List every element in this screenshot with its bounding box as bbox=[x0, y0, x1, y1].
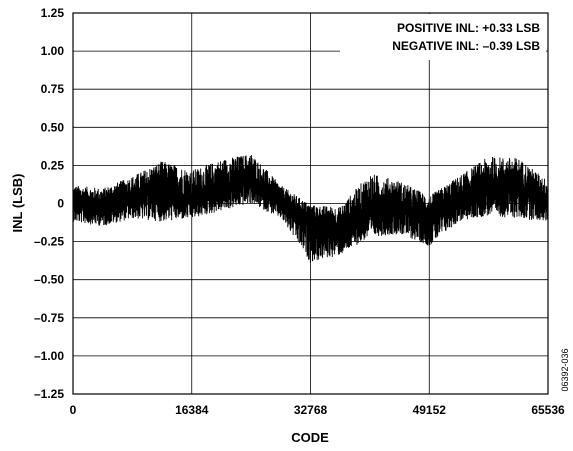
y-tick-label: –0.75 bbox=[34, 311, 64, 325]
x-tick-label: 0 bbox=[70, 403, 77, 417]
figure-id: 06392-036 bbox=[560, 348, 570, 391]
x-tick-label: 32768 bbox=[294, 403, 328, 417]
plot-frame bbox=[72, 12, 549, 395]
x-axis-label: CODE bbox=[291, 430, 329, 445]
annotation-box bbox=[340, 14, 546, 60]
y-tick-label: 1.25 bbox=[41, 6, 65, 20]
x-tick-label: 16384 bbox=[175, 403, 209, 417]
y-tick-label: 0.75 bbox=[41, 82, 65, 96]
y-tick-label: 0.50 bbox=[41, 120, 65, 134]
y-tick-label: 1.00 bbox=[41, 44, 65, 58]
y-axis-label: INL (LSB) bbox=[10, 174, 25, 233]
y-tick-label: –1.00 bbox=[34, 349, 64, 363]
y-tick-label: 0 bbox=[57, 197, 64, 211]
x-tick-label: 65536 bbox=[531, 403, 565, 417]
annotation-positive-inl: POSITIVE INL: +0.33 LSB bbox=[397, 21, 540, 35]
y-tick-label: –1.25 bbox=[34, 387, 64, 401]
inl-trace bbox=[72, 155, 549, 263]
x-tick-label: 49152 bbox=[413, 403, 447, 417]
annotation-negative-inl: NEGATIVE INL: –0.39 LSB bbox=[392, 39, 540, 53]
y-tick-label: –0.25 bbox=[34, 235, 64, 249]
y-tick-label: 0.25 bbox=[41, 158, 65, 172]
x-axis-ticks: 0 16384 32768 49152 65536 bbox=[70, 403, 565, 417]
y-tick-label: –0.50 bbox=[34, 273, 64, 287]
inl-series-line bbox=[72, 155, 549, 263]
y-axis-ticks: 1.25 1.00 0.75 0.50 0.25 0 –0.25 –0.50 –0.75 –1.0… bbox=[34, 6, 64, 401]
